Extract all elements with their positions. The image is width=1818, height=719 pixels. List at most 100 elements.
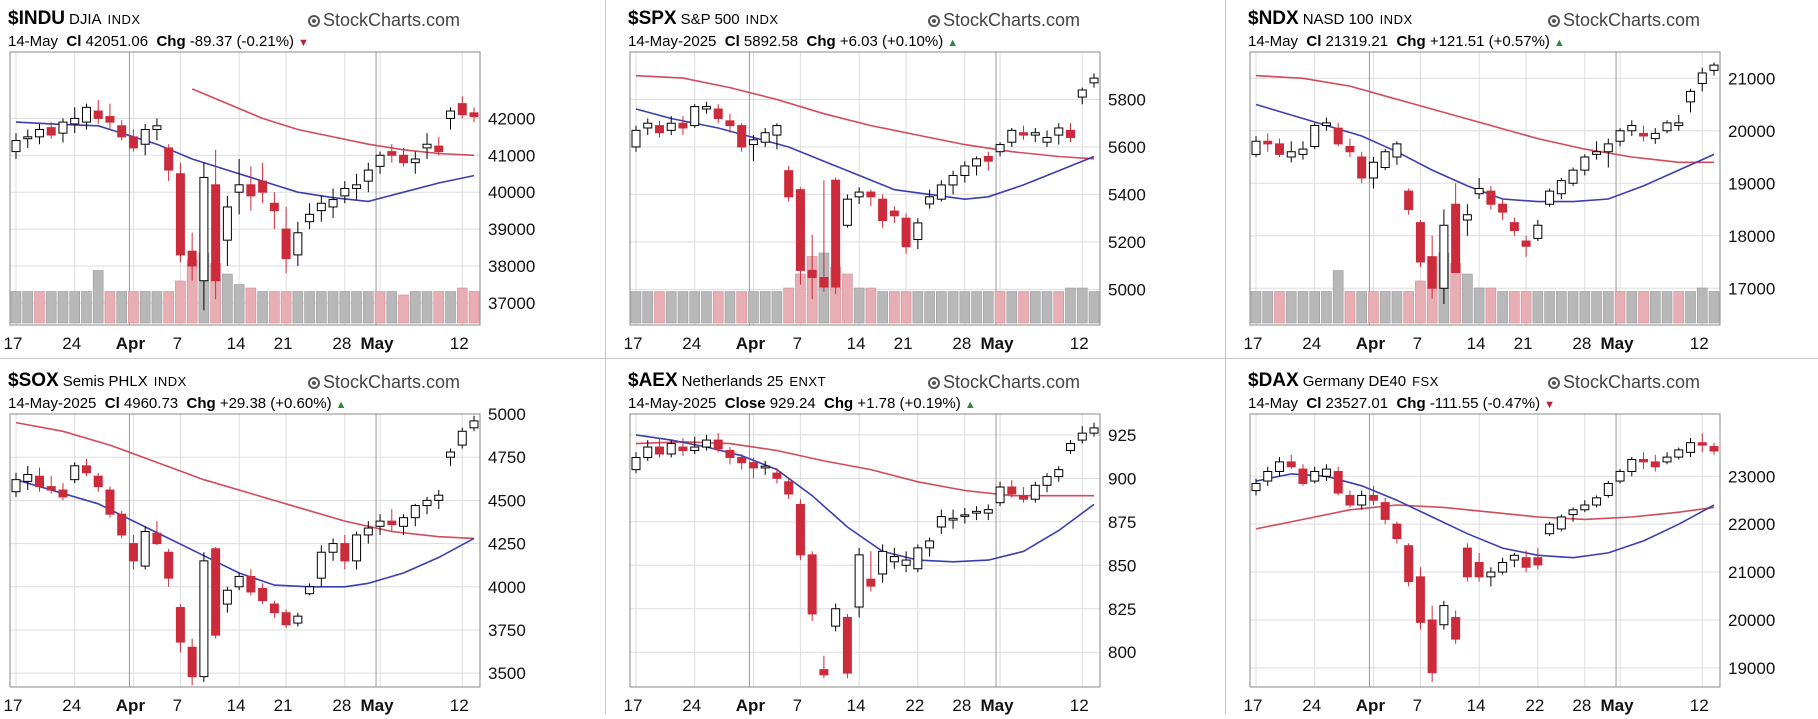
candle xyxy=(666,116,676,136)
candle xyxy=(901,213,911,254)
candle xyxy=(352,531,362,570)
candle-body xyxy=(1686,442,1696,453)
volume-bar xyxy=(947,291,959,324)
volume-bar xyxy=(468,291,480,324)
candle-body xyxy=(128,543,138,562)
title-row: $INDU DJIA INDX xyxy=(8,8,141,30)
close-value: 21319.21 xyxy=(1325,33,1389,50)
quote-date: 14-May xyxy=(8,33,59,50)
plot-frame xyxy=(9,413,481,688)
candle xyxy=(1298,464,1308,486)
candle-body xyxy=(1697,72,1707,84)
candle-body xyxy=(760,132,770,143)
candle-body xyxy=(713,439,723,450)
y-tick-label: 4750 xyxy=(488,448,526,467)
x-tick-label: 7 xyxy=(173,696,182,715)
y-tick-label: 20000 xyxy=(1728,122,1775,141)
candle-body xyxy=(1709,64,1719,71)
candle-body xyxy=(842,198,852,226)
y-tick-label: 40000 xyxy=(488,183,535,202)
volume-bar xyxy=(736,291,747,324)
candle xyxy=(1639,125,1649,142)
candle xyxy=(1392,141,1402,165)
y-tick-label: 5600 xyxy=(1108,138,1146,157)
x-tick-label: 12 xyxy=(1070,334,1089,353)
candle xyxy=(1509,552,1519,568)
volume-bar xyxy=(1415,280,1426,324)
candle xyxy=(960,161,970,183)
change-value: +6.03 (+0.10%) xyxy=(839,33,944,50)
candle-body xyxy=(948,517,958,521)
volume-bar xyxy=(1321,291,1332,324)
volume-bar xyxy=(971,291,982,324)
candle-body xyxy=(1639,132,1649,137)
candle-body xyxy=(234,575,244,588)
stockcharts-icon xyxy=(1548,377,1560,389)
symbol: $AEX xyxy=(628,370,678,391)
candle-body xyxy=(1054,127,1064,136)
candle-body xyxy=(1439,224,1449,289)
candle-body xyxy=(1533,224,1543,239)
volume-bar xyxy=(748,291,759,324)
chart-panel-sox: 5000 4750 4500 4250 4000 3750 3500 17 24 Apr 7 14 21… xyxy=(0,362,600,719)
x-tick-label: 7 xyxy=(173,334,182,353)
candle xyxy=(1603,481,1613,498)
candle xyxy=(760,460,770,475)
candle-body xyxy=(1427,256,1437,289)
volume-bar xyxy=(1614,291,1626,324)
volume-bar xyxy=(853,287,865,324)
candle-body xyxy=(889,556,899,563)
candle-body xyxy=(1066,443,1076,452)
candle xyxy=(972,156,982,176)
y-tick-label: 4250 xyxy=(488,535,526,554)
candle-body xyxy=(901,559,911,566)
candle-body xyxy=(913,222,923,241)
volume-bar xyxy=(701,291,712,324)
x-tick-label: 17 xyxy=(1244,696,1263,715)
candle xyxy=(105,103,115,130)
candle-body xyxy=(222,589,232,605)
volume-bar xyxy=(1262,291,1274,324)
candle xyxy=(1310,122,1320,150)
candle xyxy=(1674,115,1684,131)
candle-body xyxy=(23,473,33,482)
candle-body xyxy=(93,110,103,119)
change-label: Chg xyxy=(186,395,216,412)
candle-body xyxy=(1368,161,1378,179)
candle-body xyxy=(281,228,291,260)
candle xyxy=(972,506,982,521)
candle-body xyxy=(1415,576,1425,623)
candle xyxy=(1392,521,1402,544)
candle xyxy=(960,507,970,524)
candle-body xyxy=(446,451,456,458)
candle xyxy=(422,133,432,159)
candle xyxy=(995,481,1005,507)
candle-body xyxy=(199,176,209,282)
candle-body xyxy=(175,173,185,256)
candle xyxy=(748,457,758,479)
volume-bar xyxy=(363,291,374,324)
ma-long-line xyxy=(1255,504,1715,530)
volume-bar xyxy=(1053,291,1065,324)
candle-body xyxy=(363,169,373,182)
candle xyxy=(901,551,911,573)
y-tick-label: 37000 xyxy=(488,294,535,313)
volume-bar xyxy=(163,291,174,324)
candle-body xyxy=(434,494,444,501)
candle-body xyxy=(1662,456,1672,463)
candle xyxy=(760,127,770,147)
candle-body xyxy=(1298,148,1308,155)
y-tick-label: 4500 xyxy=(488,491,526,510)
candle xyxy=(457,427,467,449)
candle-body xyxy=(1392,523,1402,540)
y-tick-label: 22000 xyxy=(1728,515,1775,534)
candle-body xyxy=(1697,442,1707,446)
candle xyxy=(1545,188,1555,207)
ma-short-line xyxy=(15,121,475,203)
candle xyxy=(866,551,876,592)
x-tick-label: 14 xyxy=(847,334,866,353)
candle-body xyxy=(678,446,688,452)
candle xyxy=(690,104,700,128)
chart-panel-ndx: 21000 20000 19000 18000 17000 17 24 Apr 7 14 21 28 M… xyxy=(1240,0,1818,357)
y-tick-label: 925 xyxy=(1108,426,1136,445)
